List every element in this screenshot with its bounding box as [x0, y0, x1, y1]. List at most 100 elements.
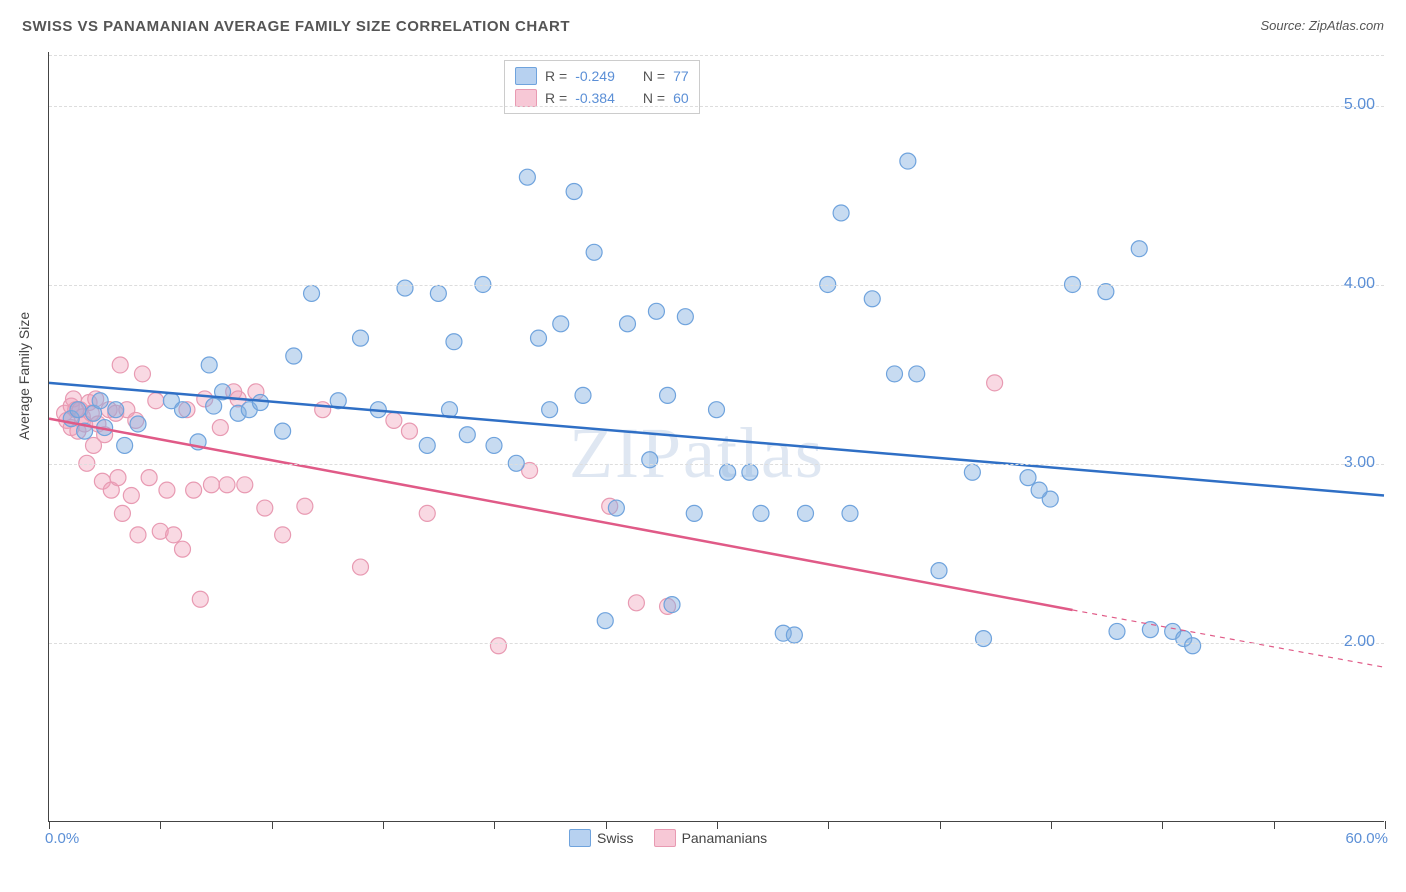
x-tick: [160, 821, 161, 829]
x-tick: [606, 821, 607, 829]
swiss-point: [304, 285, 320, 301]
swiss-point: [709, 402, 725, 418]
panamanians-point: [141, 470, 157, 486]
swiss-point: [108, 402, 124, 418]
swiss-point: [642, 452, 658, 468]
swiss-point: [931, 563, 947, 579]
swiss-point: [833, 205, 849, 221]
swiss-point: [117, 437, 133, 453]
panamanians-point: [192, 591, 208, 607]
swiss-point: [201, 357, 217, 373]
x-tick: [49, 821, 50, 829]
legend-swatch: [515, 89, 537, 107]
x-tick: [383, 821, 384, 829]
swiss-point: [786, 627, 802, 643]
swiss-point: [660, 387, 676, 403]
swiss-point: [419, 437, 435, 453]
legend-series-label: Swiss: [597, 830, 634, 846]
swiss-point: [446, 334, 462, 350]
swiss-point: [964, 464, 980, 480]
panamanians-point: [175, 541, 191, 557]
x-tick: [1162, 821, 1163, 829]
panamanians-point: [401, 423, 417, 439]
chart-source: Source: ZipAtlas.com: [1260, 18, 1384, 33]
x-tick: [828, 821, 829, 829]
panamanians-point: [419, 505, 435, 521]
gridline: [49, 285, 1384, 286]
swiss-point: [586, 244, 602, 260]
swiss-point: [459, 427, 475, 443]
swiss-point: [976, 631, 992, 647]
legend-n-value: 60: [673, 90, 689, 106]
swiss-point: [677, 309, 693, 325]
legend-bottom-item: Swiss: [569, 829, 634, 847]
swiss-point: [1185, 638, 1201, 654]
x-tick: [717, 821, 718, 829]
swiss-point: [686, 505, 702, 521]
y-tick-label: 4.00: [1325, 275, 1375, 293]
panamanians-point: [987, 375, 1003, 391]
legend-n-label: N =: [643, 90, 665, 106]
y-tick-label: 3.00: [1325, 454, 1375, 472]
panamanians-point: [110, 470, 126, 486]
swiss-point: [742, 464, 758, 480]
panamanians-point: [186, 482, 202, 498]
panamanians-point: [237, 477, 253, 493]
plot-area: ZIPatlas R =-0.249N =77R =-0.384N =60 Sw…: [48, 52, 1384, 822]
x-tick: [1274, 821, 1275, 829]
gridline: [49, 643, 1384, 644]
panamanians-point: [628, 595, 644, 611]
legend-n-value: 77: [673, 68, 689, 84]
panamanian-trend-line: [49, 419, 1073, 610]
swiss-point: [608, 500, 624, 516]
gridline: [49, 464, 1384, 465]
legend-swatch: [515, 67, 537, 85]
panamanians-point: [166, 527, 182, 543]
x-tick: [272, 821, 273, 829]
x-min-label: 0.0%: [45, 830, 79, 847]
swiss-point: [620, 316, 636, 332]
legend-r-label: R =: [545, 90, 567, 106]
legend-series-label: Panamanians: [682, 830, 768, 846]
swiss-point: [909, 366, 925, 382]
swiss-point: [1131, 241, 1147, 257]
panamanians-point: [386, 412, 402, 428]
swiss-point: [1031, 482, 1047, 498]
swiss-point: [566, 184, 582, 200]
swiss-point: [542, 402, 558, 418]
panamanians-point: [219, 477, 235, 493]
x-tick: [1385, 821, 1386, 829]
x-tick: [494, 821, 495, 829]
swiss-point: [648, 303, 664, 319]
gridline: [49, 55, 1384, 56]
swiss-point: [842, 505, 858, 521]
legend-swatch: [569, 829, 591, 847]
swiss-point: [531, 330, 547, 346]
panamanians-point: [315, 402, 331, 418]
chart-title: SWISS VS PANAMANIAN AVERAGE FAMILY SIZE …: [22, 18, 570, 35]
swiss-point: [397, 280, 413, 296]
legend-bottom-item: Panamanians: [654, 829, 768, 847]
panamanians-point: [257, 500, 273, 516]
y-tick-label: 5.00: [1325, 96, 1375, 114]
swiss-point: [1142, 622, 1158, 638]
swiss-point: [864, 291, 880, 307]
swiss-point: [553, 316, 569, 332]
panamanians-point: [148, 393, 164, 409]
swiss-point: [720, 464, 736, 480]
swiss-point: [575, 387, 591, 403]
swiss-point: [519, 169, 535, 185]
panamanians-point: [212, 420, 228, 436]
x-max-label: 60.0%: [1345, 830, 1388, 847]
panamanians-point: [353, 559, 369, 575]
swiss-point: [70, 402, 86, 418]
y-tick-label: 2.00: [1325, 633, 1375, 651]
swiss-point: [175, 402, 191, 418]
swiss-point: [252, 395, 268, 411]
legend-r-label: R =: [545, 68, 567, 84]
swiss-point: [130, 416, 146, 432]
swiss-point: [286, 348, 302, 364]
swiss-point: [206, 398, 222, 414]
swiss-point: [275, 423, 291, 439]
swiss-point: [353, 330, 369, 346]
